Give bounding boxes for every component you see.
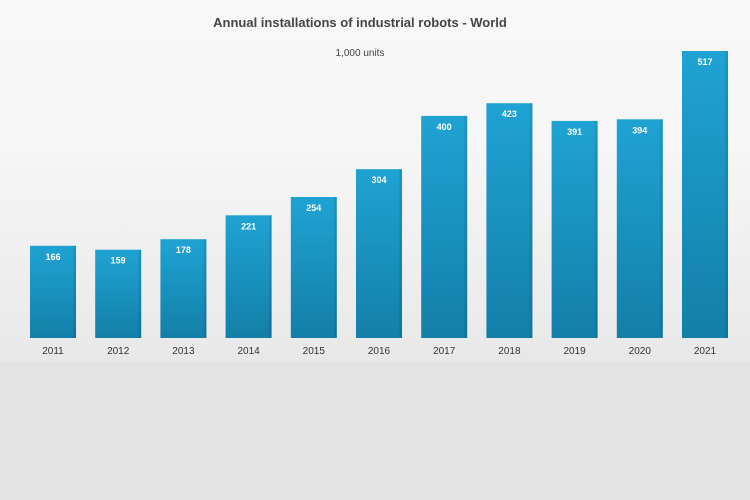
bar-edge-shade [333,197,337,338]
bar-2013 [160,239,207,338]
bar-2014 [225,215,272,338]
bar-edge-shade [529,103,533,338]
x-tick-label: 2015 [303,346,326,357]
x-tick-label: 2014 [237,346,260,357]
x-tick-label: 2013 [172,346,195,357]
bar-edge-shade [594,120,598,339]
bar-2017 [421,115,468,339]
bar-value-label: 159 [111,256,126,266]
x-tick-label: 2017 [433,346,456,357]
bar-value-label: 400 [437,122,452,132]
bar-edge-shade [725,51,728,338]
x-tick-label: 2016 [368,346,391,357]
bar-value-label: 178 [176,245,191,255]
bar-value-label: 394 [632,125,647,135]
bar-edge-shade [203,239,207,338]
bar-2012 [95,249,142,338]
x-tick-label: 2018 [498,346,521,357]
x-tick-label: 2012 [107,346,130,357]
bar-edge-shade [138,249,142,338]
bar-2021 [682,51,728,338]
bar-value-label: 304 [371,175,386,185]
x-tick-label: 2020 [629,346,652,357]
chart-panel: Annual installations of industrial robot… [0,0,750,362]
bar-value-label: 254 [306,203,321,213]
bar-value-label: 391 [567,127,582,137]
bars-group: 166 159 178 221 254 304 400 423 391 394 517 [30,51,728,339]
bar-2011 [30,245,76,338]
bar-value-label: 423 [502,109,517,119]
x-tick-label: 2019 [563,346,586,357]
bar-edge-shade [268,215,272,338]
bar-edge-shade [464,115,468,339]
bar-value-label: 517 [697,57,712,67]
bar-edge-shade [73,245,76,338]
x-tick-label: 2021 [694,346,717,357]
chart-title: Annual installations of industrial robot… [213,15,507,30]
bar-value-label: 221 [241,221,256,231]
bar-2019 [551,120,598,339]
bar-2016 [356,169,402,338]
bar-edge-shade [399,169,402,338]
bottom-blank-area [0,362,750,500]
x-axis-ticks: 2011 2012 2013 2014 2015 2016 2017 2018 2019 2020… [42,346,716,357]
bar-2018 [486,103,533,338]
bar-value-label: 166 [45,252,60,262]
bar-2020 [616,119,663,338]
bar-edge-shade [659,119,663,338]
x-tick-label: 2011 [42,346,64,357]
bar-2015 [290,197,337,338]
chart-subtitle: 1,000 units [335,48,385,59]
